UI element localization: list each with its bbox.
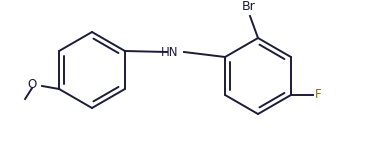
Text: O: O [28, 78, 37, 90]
Text: Br: Br [242, 0, 256, 13]
Text: HN: HN [161, 45, 179, 58]
Text: F: F [315, 88, 322, 102]
